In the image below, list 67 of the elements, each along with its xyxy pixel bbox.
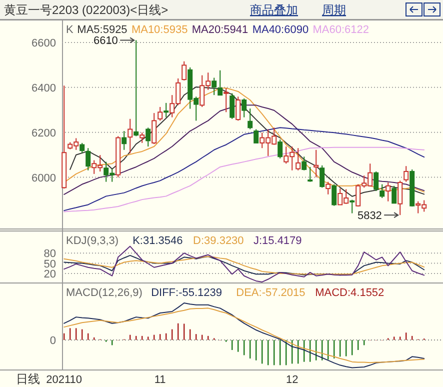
candlestick [398, 180, 403, 216]
line-series [64, 246, 425, 282]
candlestick [254, 128, 259, 144]
text: 日线 [16, 372, 40, 386]
candlestick [224, 88, 229, 113]
candlestick [182, 60, 187, 81]
candlestick [308, 166, 313, 182]
candlestick [374, 170, 379, 192]
candlestick [248, 108, 253, 130]
candlestick [392, 185, 397, 204]
candlestick [380, 184, 385, 198]
candlestick [404, 166, 409, 182]
candlestick [278, 139, 283, 159]
series-label: DEA:-57.2015 [236, 287, 306, 299]
text: MA10:5935 [131, 24, 188, 36]
candlestick [128, 118, 133, 154]
candlestick [326, 181, 331, 195]
ref-line-label: 0 [50, 335, 56, 347]
candlestick [296, 148, 301, 171]
candlestick [212, 77, 217, 96]
series-label: DIFF:-55.1239 [151, 287, 222, 299]
x-tick-label: 11 [154, 374, 166, 386]
candlestick [242, 98, 247, 118]
legend-title: MACD(12,26,9) [66, 287, 142, 299]
candlestick [134, 40, 139, 137]
candlestick [236, 96, 241, 122]
candlestick [332, 184, 337, 206]
candlestick [302, 156, 307, 171]
candlestick [152, 112, 157, 145]
candlestick [140, 132, 145, 144]
annotation: 6610 [93, 35, 118, 48]
text: MACD:4.1552 [315, 287, 384, 299]
x-tick-label: 12 [286, 374, 298, 386]
candlestick [320, 164, 325, 188]
text: 商品叠加 [250, 3, 298, 17]
legend-title: K [66, 24, 74, 36]
y-tick-label: 6000 [32, 172, 56, 184]
text: MA60:6122 [312, 24, 370, 36]
candlestick [350, 199, 355, 214]
y-tick-label: 20 [44, 268, 56, 280]
y-tick-label: 6200 [32, 127, 56, 140]
y-tick-label: 50 [44, 258, 56, 270]
candlestick [164, 102, 169, 118]
text: J:15.4179 [253, 235, 302, 247]
candlestick [158, 106, 163, 122]
y-tick-label: 6600 [32, 37, 56, 50]
candlestick [386, 182, 391, 202]
candlestick [80, 142, 85, 154]
candlestick [218, 70, 223, 96]
line-series [64, 127, 425, 212]
y-tick-label: 80 [44, 248, 56, 260]
candlestick [146, 127, 151, 148]
legend-title: KDJ(9,3,3) [66, 235, 119, 247]
text: MA40:6090 [252, 24, 309, 36]
text: 周期 [322, 3, 346, 17]
text: MA20:5941 [192, 24, 248, 36]
series-label: D:39.3230 [193, 235, 244, 247]
x-tick-label: 202110 [46, 374, 82, 386]
series-label: K:31.3546 [132, 235, 183, 247]
chart-title: 黄豆一号2203 (022003)<日线> [4, 3, 168, 17]
y-tick-label: 6400 [32, 82, 56, 94]
candlestick [86, 148, 91, 171]
candlestick [314, 149, 319, 178]
candlestick [230, 92, 235, 120]
text: MA5:5925 [77, 24, 128, 36]
annotation: 5832 [357, 210, 382, 222]
candlestick [122, 130, 127, 150]
